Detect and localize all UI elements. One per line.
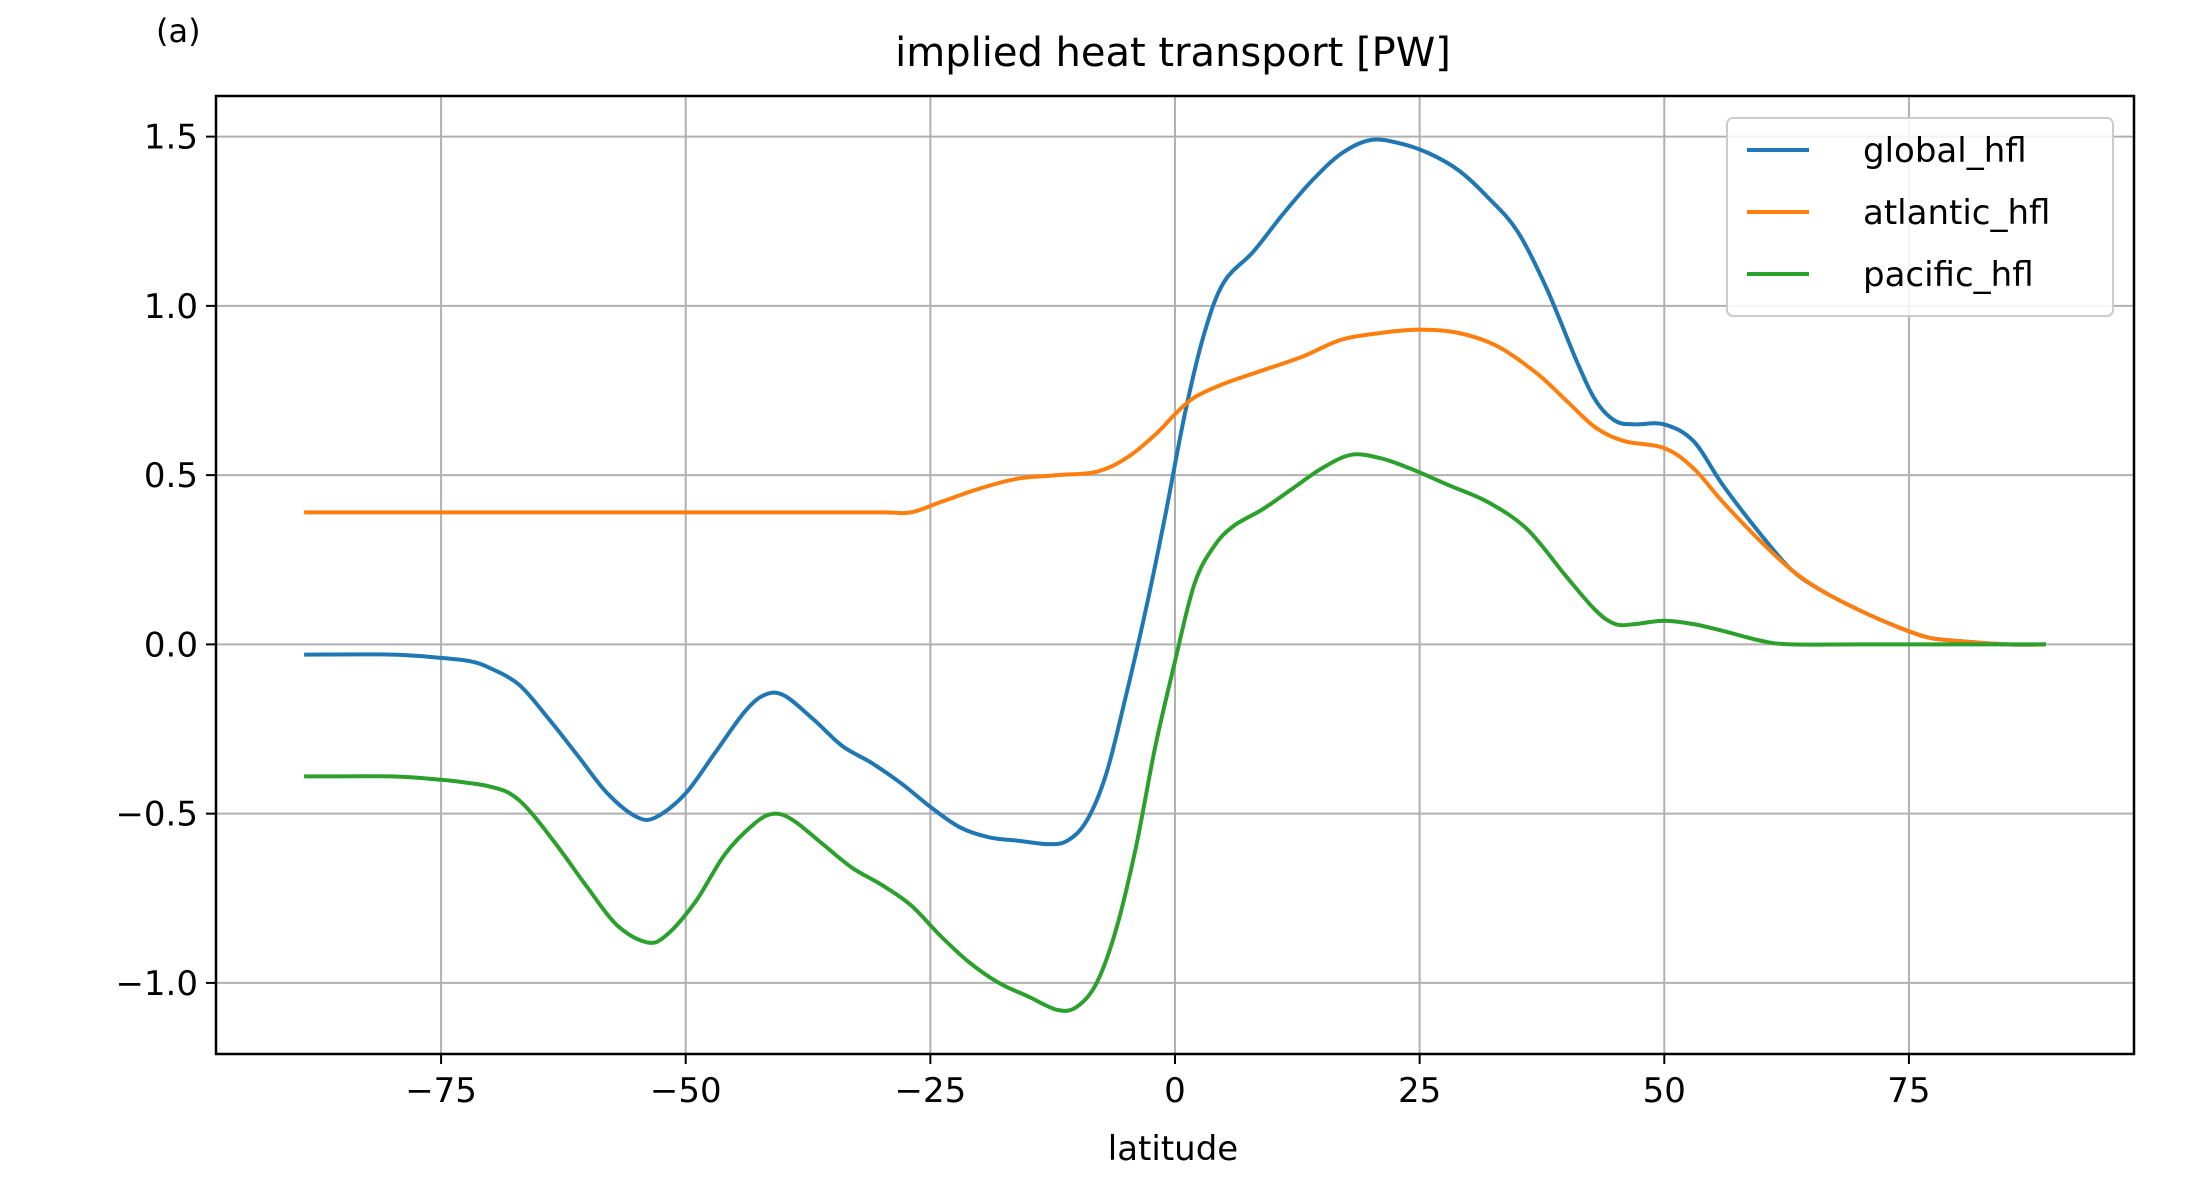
x-axis: −75 −50 −25 0 25 50 75 xyxy=(405,1054,1931,1111)
y-tick-label: 0.5 xyxy=(144,456,198,496)
panel-label: (a) xyxy=(156,12,201,50)
x-tick-label: 25 xyxy=(1398,1071,1441,1111)
x-axis-label: latitude xyxy=(1108,1129,1238,1169)
legend-label-pacific_hfl: pacific_hfl xyxy=(1863,255,2034,295)
y-tick-label: 1.0 xyxy=(144,287,198,327)
series-lines xyxy=(304,137,2046,1013)
y-tick-label: 1.5 xyxy=(144,118,198,158)
y-axis: −1.0 −0.5 0.0 0.5 1.0 1.5 xyxy=(115,118,216,1004)
x-tick-label: 50 xyxy=(1643,1071,1686,1111)
legend-label-atlantic_hfl: atlantic_hfl xyxy=(1863,193,2050,233)
y-tick-label: −0.5 xyxy=(115,795,198,835)
series-line-global_hfl xyxy=(304,137,2046,847)
y-tick-label: −1.0 xyxy=(115,964,198,1004)
legend-label-global_hfl: global_hfl xyxy=(1863,131,2027,171)
legend-box xyxy=(1726,117,2114,317)
x-tick-label: −50 xyxy=(650,1071,722,1111)
series-line-pacific_hfl xyxy=(304,452,2046,1013)
x-tick-label: −25 xyxy=(894,1071,966,1111)
legend[interactable]: global_hfl atlantic_hfl pacific_hfl xyxy=(1726,117,2114,317)
y-tick-label: 0.0 xyxy=(144,625,198,665)
chart-title: implied heat transport [PW] xyxy=(895,30,1451,76)
series-line-atlantic_hfl xyxy=(304,327,2046,647)
x-tick-label: 75 xyxy=(1887,1071,1930,1111)
x-tick-label: 0 xyxy=(1164,1071,1186,1111)
x-tick-label: −75 xyxy=(405,1071,477,1111)
